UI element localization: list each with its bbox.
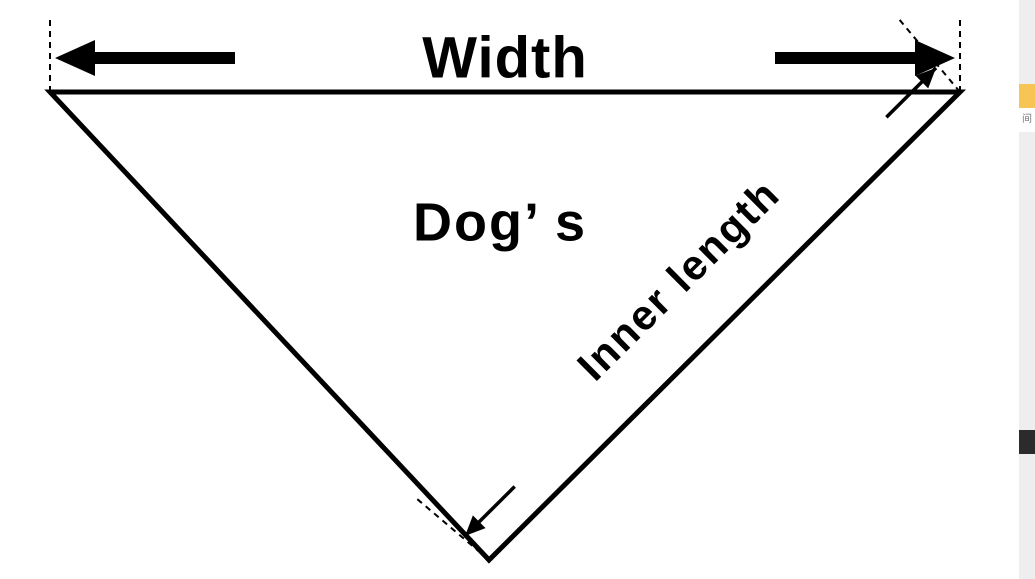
sidebar-thumb-dark: [1019, 430, 1035, 454]
center-label: Dog’ s: [413, 192, 587, 252]
width-label: Width: [422, 25, 588, 90]
diagram-stage: WidthDog’ sInner length 间: [0, 0, 1035, 579]
diagram-svg: WidthDog’ sInner length: [0, 0, 1019, 579]
sidebar-thumb-gold: [1019, 84, 1035, 108]
sidebar-thumb-caption: 间: [1019, 108, 1035, 132]
